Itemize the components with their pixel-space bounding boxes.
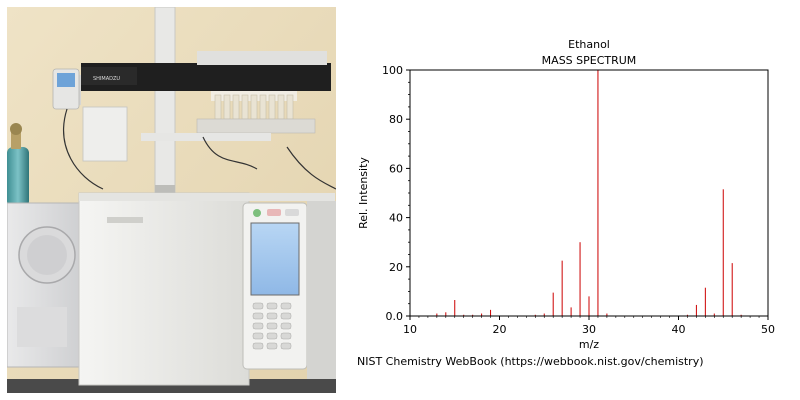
y-tick-label: 60 xyxy=(389,162,403,175)
plot-frame xyxy=(409,69,769,317)
mass-spectrometer-unit xyxy=(7,202,80,368)
autosampler-arm: SHIMADZU xyxy=(67,51,331,105)
x-tick-label: 10 xyxy=(403,323,417,336)
control-panel xyxy=(242,202,308,370)
chart-title: Ethanol xyxy=(568,38,610,51)
y-axis: 0.0 20 40 60 80 100 xyxy=(382,64,410,323)
instrument-brand-label: SHIMADZU xyxy=(93,76,120,82)
chart-subtitle: MASS SPECTRUM xyxy=(542,54,637,67)
x-axis: 10 20 30 40 50 xyxy=(403,316,775,336)
x-tick-label: 30 xyxy=(582,323,596,336)
instrument-photo: SHIMADZU xyxy=(7,7,336,393)
x-tick-label: 20 xyxy=(493,323,507,336)
x-axis-title: m/z xyxy=(579,338,599,351)
y-tick-label: 80 xyxy=(389,113,403,126)
y-tick-label: 100 xyxy=(382,64,403,77)
source-credit: NIST Chemistry WebBook (https://webbook.… xyxy=(357,355,704,368)
y-tick-label: 20 xyxy=(389,261,403,274)
gas-chromatograph-unit xyxy=(78,192,335,386)
y-tick-label: 0.0 xyxy=(386,310,404,323)
mass-spectrum-chart: Ethanol MASS SPECTRUM 0.0 20 40 60 80 100 10 2… xyxy=(357,38,775,351)
peaks-layer xyxy=(436,70,742,316)
y-tick-label: 40 xyxy=(389,212,403,225)
control-panel-screen xyxy=(250,222,300,296)
x-tick-label: 40 xyxy=(672,323,686,336)
y-axis-title: Rel. Intensity xyxy=(357,157,370,229)
vial-rack xyxy=(141,91,316,141)
gas-cylinder xyxy=(7,123,29,207)
cables xyxy=(63,108,336,190)
autosampler-controller xyxy=(52,68,128,162)
x-tick-label: 50 xyxy=(761,323,775,336)
gc-side-panel xyxy=(307,201,336,379)
